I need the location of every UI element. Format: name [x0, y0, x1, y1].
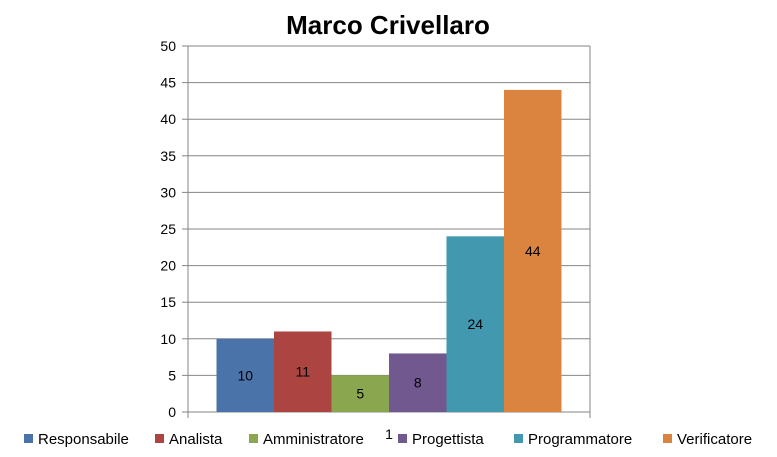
y-tick-label: 10: [160, 331, 176, 347]
bar-responsabile: [216, 338, 274, 412]
data-label: 8: [414, 375, 422, 391]
y-tick-label: 45: [160, 75, 176, 91]
data-label: 44: [525, 243, 541, 259]
y-tick-label: 25: [160, 221, 176, 237]
data-label: 24: [467, 316, 483, 332]
data-labels: 10 11 5 8 24 44: [237, 243, 540, 402]
y-tick-label: 40: [160, 111, 176, 127]
bar-analista: [274, 331, 332, 412]
y-tick-label: 15: [160, 294, 176, 310]
data-label: 10: [237, 367, 253, 383]
legend-swatch: [155, 434, 164, 443]
y-tick-label: 35: [160, 148, 176, 164]
legend-label: Analista: [169, 431, 223, 448]
legend-label: Responsabile: [38, 431, 129, 448]
legend-label: Progettista: [412, 431, 484, 448]
y-tick-label: 20: [160, 258, 176, 274]
legend-swatch: [249, 434, 258, 443]
legend-swatch: [398, 434, 407, 443]
bars: [216, 89, 562, 413]
bar-amministratore: [331, 375, 389, 412]
bar-verificatore: [504, 89, 562, 413]
y-tick-label: 30: [160, 184, 176, 200]
y-tick-label: 50: [160, 38, 176, 54]
legend-swatch: [514, 434, 523, 443]
legend-swatch: [663, 434, 672, 443]
legend-swatch: [24, 434, 33, 443]
legend-label: Programmatore: [528, 431, 632, 448]
chart-title: Marco Crivellaro: [286, 10, 490, 40]
x-tick-label: 1: [385, 426, 393, 442]
legend-label: Verificatore: [677, 431, 752, 448]
y-tick-label: 5: [168, 367, 176, 383]
bar-progettista: [389, 353, 447, 412]
data-label: 11: [295, 364, 310, 380]
legend: Responsabile Analista Amministratore Proget…: [24, 431, 752, 448]
legend-label: Amministratore: [263, 431, 364, 448]
bar-programmatore: [446, 236, 504, 412]
y-tick-label: 0: [168, 404, 176, 420]
data-label: 5: [356, 386, 364, 402]
